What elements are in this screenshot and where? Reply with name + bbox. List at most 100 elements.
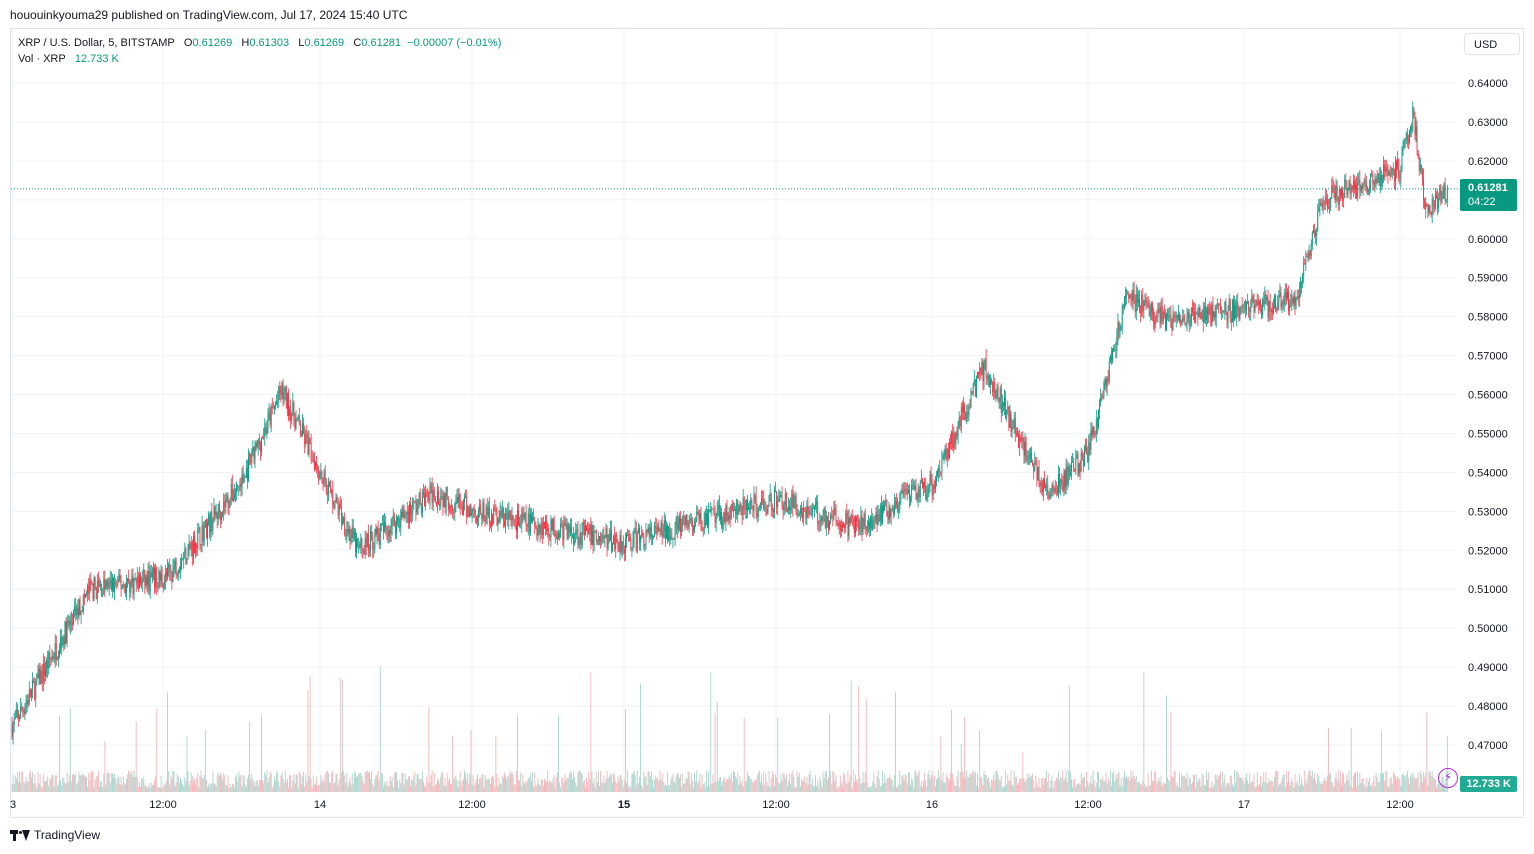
volume-bar: [703, 782, 705, 792]
candle-body: [1201, 309, 1203, 319]
candle-body: [1262, 299, 1264, 316]
candle-body: [774, 490, 775, 513]
candle-body: [705, 513, 707, 526]
candle-body: [1076, 454, 1078, 458]
volume-bar: [372, 783, 374, 792]
open-label: O: [183, 37, 193, 49]
candle-body: [777, 501, 779, 508]
candle-body: [758, 505, 760, 508]
candle-body: [416, 507, 418, 513]
candle-body: [172, 568, 174, 583]
volume-bar: [466, 779, 468, 792]
candle-body: [232, 497, 234, 501]
volume-bar: [197, 772, 199, 792]
candle-body: [1135, 293, 1137, 313]
volume-bar: [298, 772, 300, 792]
candle-body: [223, 501, 225, 512]
candle-body: [518, 510, 519, 526]
candle-body: [1359, 179, 1361, 192]
candle-body: [256, 443, 258, 448]
candle-body: [575, 530, 577, 535]
volume-bar: [1322, 781, 1324, 792]
volume-bar: [26, 780, 28, 792]
volume-bar: [1289, 781, 1291, 792]
volume-bar: [577, 772, 579, 792]
candle-body: [1237, 301, 1239, 309]
candle-body: [1141, 294, 1143, 313]
candle-body: [1414, 115, 1416, 136]
candle-body: [466, 496, 468, 517]
candle-body: [135, 578, 137, 584]
candle-body: [434, 497, 436, 502]
candle-body: [365, 538, 367, 547]
volume-bar: [343, 771, 345, 792]
volume-bar: [1328, 727, 1329, 792]
volume-bar: [62, 777, 64, 792]
close-value: 0.61281: [361, 37, 402, 49]
candle-body: [263, 437, 265, 439]
volume-bar: [715, 781, 717, 792]
footer-brand[interactable]: TradingView: [10, 828, 100, 842]
volume-bar: [196, 777, 198, 792]
volume-bar: [78, 771, 80, 792]
volume-bar: [1041, 777, 1043, 792]
candle-body: [685, 514, 687, 525]
volume-bar: [1316, 783, 1318, 792]
volume-bar: [437, 779, 438, 792]
volume-bar: [501, 775, 503, 792]
candle-body: [933, 485, 935, 489]
volume-bar: [1158, 777, 1160, 792]
volume-bar: [164, 784, 166, 792]
candle-body: [987, 375, 989, 380]
candle-body: [1166, 314, 1167, 330]
volume-bar: [859, 778, 861, 792]
volume-bar: [604, 782, 606, 792]
candle-body: [1388, 172, 1390, 176]
volume-bar: [1319, 781, 1321, 792]
volume-bar: [541, 779, 543, 792]
y-tick-label: 0.53000: [1468, 506, 1508, 518]
candle-body: [1321, 205, 1323, 207]
volume-label[interactable]: Vol · XRP: [18, 53, 66, 65]
volume-bar: [885, 782, 887, 792]
candle-body: [1284, 292, 1286, 299]
currency-button[interactable]: USD: [1464, 33, 1520, 55]
symbol-title[interactable]: XRP / U.S. Dollar, 5, BITSTAMP: [18, 37, 175, 49]
candle-body: [270, 405, 272, 425]
volume-bar: [805, 782, 807, 792]
volume-bar: [1318, 776, 1320, 792]
volume-bar: [1185, 778, 1187, 792]
lightning-icon[interactable]: ⚡: [1438, 768, 1458, 788]
candle-body: [1213, 311, 1215, 317]
candle-body: [1059, 474, 1061, 487]
volume-bar: [370, 778, 372, 792]
volume-bar: [205, 779, 207, 792]
volume-bar: [406, 780, 408, 792]
candle-body: [1110, 355, 1112, 361]
candle-body: [703, 513, 705, 531]
candle-body: [163, 581, 165, 588]
candle-body: [1372, 174, 1374, 184]
volume-bar: [434, 784, 436, 792]
candle-body: [40, 670, 42, 685]
candle-body: [289, 408, 291, 416]
candle-body: [21, 706, 23, 710]
candle-body: [259, 444, 261, 452]
candle-body: [1142, 294, 1144, 311]
volume-bar: [489, 783, 491, 792]
volume-bar: [1284, 786, 1286, 792]
candle-body: [1052, 485, 1054, 489]
volume-bar: [707, 785, 708, 792]
candle-body: [729, 515, 731, 520]
volume-bar: [595, 771, 597, 792]
volume-bar: [60, 780, 62, 792]
volume-bar: [1389, 778, 1391, 792]
volume-bar: [1398, 777, 1400, 792]
volume-bars: [11, 666, 1448, 792]
volume-bar: [552, 777, 554, 792]
volume-bar: [1405, 774, 1407, 792]
volume-bar: [925, 780, 927, 792]
candle-body: [1422, 167, 1423, 178]
candle-body: [37, 673, 39, 679]
